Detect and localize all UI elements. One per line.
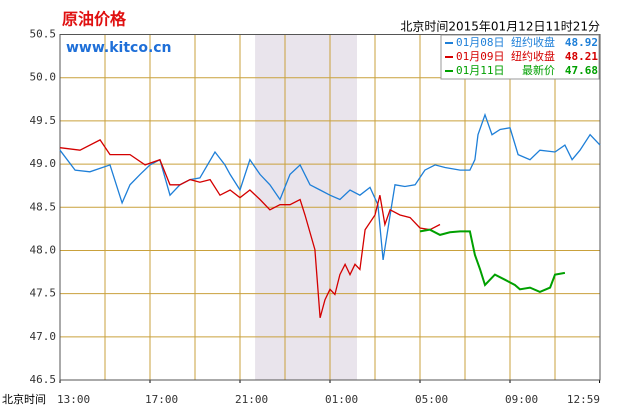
- x-tick-label: 09:00: [505, 393, 538, 406]
- data-line: [59, 139, 441, 318]
- legend-name: 01月09日: [456, 50, 505, 63]
- legend-note: 纽约收盘: [511, 35, 555, 49]
- legend-value: 47.68: [565, 64, 598, 77]
- plot-border: [59, 34, 601, 381]
- y-tick-label: 50.5: [30, 28, 57, 41]
- legend-note: 纽约收盘: [511, 49, 555, 63]
- y-tick-label: 48.0: [30, 243, 57, 256]
- timestamp: 北京时间2015年01月12日11时21分: [400, 20, 600, 34]
- data-line: [59, 112, 601, 261]
- y-tick-label: 46.5: [30, 373, 57, 386]
- x-tick-label: 13:00: [57, 393, 90, 406]
- x-tick-label: 12:59: [567, 393, 600, 406]
- y-tick-label: 49.0: [30, 157, 57, 170]
- legend-value: 48.92: [565, 36, 598, 49]
- y-tick-label: 50.0: [30, 71, 57, 84]
- chart-title: 原油价格: [62, 10, 127, 29]
- y-tick-label: 47.0: [30, 330, 57, 343]
- x-tick-label: 05:00: [415, 393, 448, 406]
- y-tick-label: 49.5: [30, 114, 57, 127]
- legend-box: [440, 34, 600, 80]
- y-tick-label: 47.5: [30, 287, 57, 300]
- data-line: [419, 228, 566, 293]
- site-label: www.kitco.cn: [66, 40, 172, 56]
- legend-note: 最新价: [522, 63, 555, 77]
- x-axis-label: 北京时间: [2, 392, 46, 406]
- x-tick-label: 21:00: [235, 393, 268, 406]
- x-tick-label: 17:00: [145, 393, 178, 406]
- y-tick-label: 48.5: [30, 200, 57, 213]
- x-tick-label: 01:00: [325, 393, 358, 406]
- legend-value: 48.21: [565, 50, 598, 63]
- legend-name: 01月08日: [456, 36, 505, 49]
- legend-name: 01月11日: [456, 64, 505, 77]
